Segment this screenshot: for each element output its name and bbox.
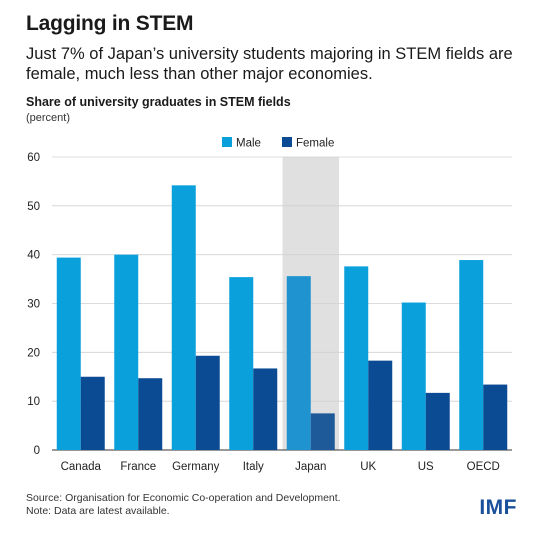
- source-note: Source: Organisation for Economic Co-ope…: [26, 492, 341, 504]
- male-bar-italy: [229, 277, 254, 450]
- female-bar-france: [138, 378, 163, 450]
- male-bar-oecd: [459, 260, 484, 450]
- female-bar-canada: [80, 376, 105, 450]
- x-tick-label: UK: [360, 461, 376, 473]
- female-legend-label: Female: [296, 138, 334, 150]
- y-tick-label: 0: [34, 445, 40, 457]
- y-tick-label: 30: [27, 299, 40, 311]
- chart-headline: Lagging in STEM: [26, 12, 194, 35]
- male-bar-canada: [56, 257, 81, 450]
- male-bar-uk: [344, 266, 369, 450]
- male-legend-swatch: [222, 137, 232, 147]
- y-tick-label: 60: [27, 152, 40, 164]
- y-tick-label: 50: [27, 201, 40, 213]
- female-bar-uk: [368, 360, 393, 450]
- female-legend-swatch: [282, 137, 292, 147]
- female-bar-us: [425, 392, 450, 450]
- chart-subtitle: Just 7% of Japan’s university students m…: [26, 45, 513, 83]
- chart-title: Share of university graduates in STEM fi…: [26, 95, 291, 109]
- male-bar-france: [114, 254, 139, 450]
- male-bar-us: [401, 302, 426, 450]
- female-bar-italy: [253, 368, 278, 450]
- y-tick-label: 10: [27, 396, 40, 408]
- x-tick-label: France: [120, 461, 156, 473]
- male-bar-germany: [171, 185, 196, 450]
- x-tick-label: Germany: [172, 461, 220, 473]
- y-tick-label: 40: [27, 250, 40, 262]
- chart-unit-label: (percent): [26, 112, 71, 124]
- male-legend-label: Male: [236, 138, 261, 150]
- x-tick-label: Italy: [243, 461, 264, 473]
- x-tick-label: Japan: [295, 461, 326, 473]
- x-tick-label: US: [418, 461, 434, 473]
- data-note: Note: Data are latest available.: [26, 505, 170, 517]
- female-bar-oecd: [483, 384, 508, 450]
- y-tick-label: 20: [27, 347, 40, 359]
- male-bar-japan: [286, 276, 311, 450]
- chart-footer: Source: Organisation for Economic Co-ope…: [26, 492, 341, 518]
- female-bar-germany: [195, 355, 220, 450]
- x-tick-label: Canada: [61, 461, 102, 473]
- imf-logo: IMF: [479, 496, 517, 519]
- x-tick-label: OECD: [467, 461, 500, 473]
- female-bar-japan: [310, 413, 335, 450]
